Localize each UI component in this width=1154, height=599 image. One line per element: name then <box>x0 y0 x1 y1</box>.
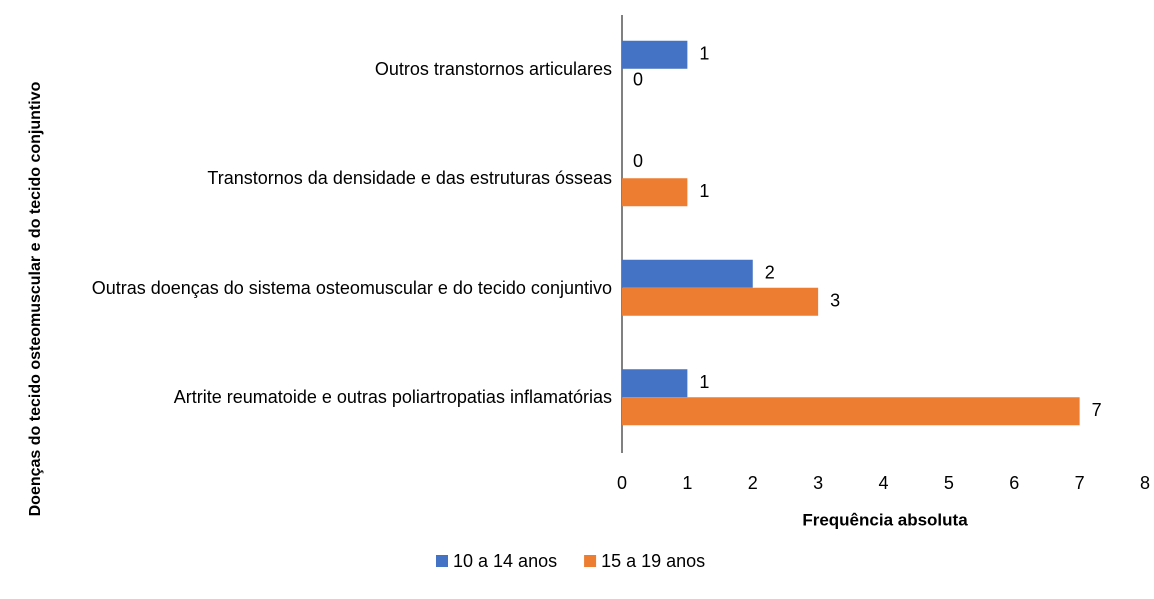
x-tick-label: 7 <box>1075 473 1085 493</box>
x-tick-label: 8 <box>1140 473 1150 493</box>
x-tick-label: 5 <box>944 473 954 493</box>
legend-label: 15 a 19 anos <box>601 551 705 571</box>
data-label: 2 <box>765 263 775 283</box>
x-tick-label: 2 <box>748 473 758 493</box>
x-axis-title: Frequência absoluta <box>802 510 968 529</box>
category-label: Outras doenças do sistema osteomuscular … <box>60 258 612 318</box>
bar <box>622 40 688 69</box>
y-axis-title: Doenças do tecido osteomuscular e do tec… <box>27 81 44 517</box>
data-label: 1 <box>699 181 709 201</box>
x-tick-label: 4 <box>878 473 888 493</box>
data-label: 0 <box>633 151 643 171</box>
category-text: Transtornos da densidade e das estrutura… <box>207 168 612 189</box>
category-text: Outras doenças do sistema osteomuscular … <box>91 277 612 298</box>
x-tick-label: 1 <box>682 473 692 493</box>
x-tick-label: 3 <box>813 473 823 493</box>
x-tick-label: 6 <box>1009 473 1019 493</box>
data-label: 1 <box>699 44 709 64</box>
bar <box>622 287 819 316</box>
legend-label: 10 a 14 anos <box>453 551 557 571</box>
bar <box>622 397 1080 426</box>
legend-swatch <box>436 555 448 567</box>
category-text: Outros transtornos articulares <box>374 58 612 79</box>
bar <box>622 259 753 288</box>
category-label: Artrite reumatoide e outras poliartropat… <box>60 367 612 427</box>
category-label: Transtornos da densidade e das estrutura… <box>60 148 612 208</box>
category-label: Outros transtornos articulares <box>60 39 612 99</box>
data-label: 3 <box>830 291 840 311</box>
legend-swatch <box>584 555 597 567</box>
bar <box>622 369 688 398</box>
bar <box>622 178 688 207</box>
data-label: 1 <box>699 372 709 392</box>
data-label: 0 <box>633 70 643 90</box>
category-text: Artrite reumatoide e outras poliartropat… <box>173 387 612 408</box>
x-tick-label: 0 <box>617 473 627 493</box>
data-label: 7 <box>1092 400 1102 420</box>
